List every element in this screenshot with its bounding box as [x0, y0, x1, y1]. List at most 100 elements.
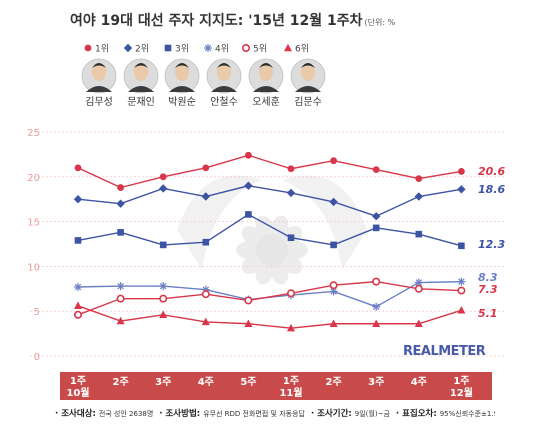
candidate-portrait: 문재인 — [123, 58, 159, 108]
data-point — [457, 277, 466, 286]
data-point — [201, 192, 210, 201]
data-point — [457, 286, 466, 295]
portrait-face — [301, 63, 315, 81]
x-tick: 3주 — [368, 376, 384, 388]
portrait-suit — [253, 86, 279, 92]
x-tick-month: 12월 — [450, 387, 473, 399]
data-point — [372, 212, 381, 221]
candidate-portrait: 안철수 — [206, 58, 242, 108]
data-point — [201, 290, 210, 299]
grid-lines — [30, 131, 505, 357]
data-point — [414, 319, 423, 327]
end-value-label: 18.6 — [478, 183, 505, 196]
legend-item: 2위 — [123, 43, 149, 55]
data-point — [116, 282, 125, 291]
series-path — [77, 280, 462, 308]
x-tick-label: 1주 — [70, 375, 86, 387]
footer-value: 9일(월)~금 — [354, 410, 390, 418]
candidate-name: 안철수 — [210, 96, 238, 108]
chart-title: 여야 19대 대선 주자 지지도: '15년 12월 1주차 (단위: % — [70, 10, 395, 30]
candidate-portrait: 오세훈 — [248, 58, 284, 108]
data-point — [415, 230, 423, 238]
legend-item: 1위 — [84, 44, 109, 55]
data-point — [123, 43, 133, 53]
data-point — [330, 241, 337, 249]
data-point — [84, 44, 92, 52]
footer-item: · 조사방법: 유무선 RDD 전화면접 및 자동응답 — [159, 407, 305, 419]
footer-key: · 표집오차: — [395, 409, 440, 419]
data-point — [458, 168, 465, 175]
portrait-suit — [86, 86, 112, 92]
candidate-portrait: 김문수 — [290, 58, 326, 108]
candidate-name: 박원순 — [168, 96, 196, 108]
candidate-name: 오세훈 — [252, 95, 280, 108]
series-path — [77, 213, 462, 247]
footer-value: 95%신뢰수준±1.9% — [439, 410, 495, 418]
data-point — [159, 184, 168, 193]
x-tick-label: 4주 — [198, 376, 214, 388]
data-point — [329, 319, 338, 327]
candidate-name: 김무성 — [85, 96, 113, 108]
candidate-name: 김문수 — [294, 96, 322, 108]
x-tick-label: 3주 — [368, 376, 384, 388]
series-line: 18.6 — [73, 181, 505, 221]
y-tick-label: 15 — [27, 218, 40, 229]
series-line: 20.6 — [74, 151, 505, 191]
data-point — [117, 229, 124, 236]
data-point — [457, 306, 466, 314]
data-point — [117, 184, 124, 191]
legend-item: 4위 — [204, 44, 229, 55]
series-layer: 20.6 18.6 12.3 8.37.3 5.1 — [73, 151, 505, 332]
legend-item: 5위 — [242, 44, 267, 55]
legend-label: 2위 — [135, 44, 149, 55]
footer-key: · 조사기간: — [310, 409, 355, 419]
data-point — [159, 241, 167, 249]
y-tick-label: 0 — [34, 352, 40, 363]
data-point — [159, 173, 167, 181]
data-point — [329, 197, 338, 207]
x-tick-label: 4주 — [411, 376, 427, 388]
series-path — [77, 305, 462, 329]
data-point — [74, 283, 82, 292]
portrait-face — [92, 63, 106, 81]
data-point — [457, 185, 466, 194]
x-tick-label: 1주 — [283, 375, 299, 387]
watermark-center — [256, 234, 288, 266]
brand-logo: REALMETER — [403, 344, 486, 359]
end-value-label: 8.3 — [478, 271, 498, 284]
data-point — [414, 192, 423, 201]
data-point — [330, 157, 337, 165]
data-point — [245, 211, 252, 218]
data-point — [415, 175, 423, 182]
y-tick-label: 5 — [34, 307, 40, 318]
data-point — [287, 165, 295, 173]
series-line: 12.3 — [74, 211, 505, 251]
portrait-face — [259, 63, 273, 81]
series-line: 5.1 — [74, 301, 498, 332]
legend-item: 6위 — [284, 44, 309, 55]
portrait-hair — [301, 63, 315, 68]
footer-item: · 표집오차: 95%신뢰수준±1.9% — [396, 407, 495, 419]
data-point — [284, 43, 292, 52]
legend: 1위 2위 3위 4위 5위 6위 — [84, 43, 309, 55]
data-point — [372, 277, 381, 286]
x-tick: 4주 — [411, 376, 427, 388]
data-point — [74, 310, 83, 319]
x-tick-label: 2주 — [326, 376, 342, 388]
data-point — [202, 238, 210, 246]
portrait-hair — [92, 63, 106, 68]
x-tick: 2주 — [326, 376, 342, 388]
end-value-label: 20.6 — [478, 165, 505, 178]
legend-label: 4위 — [215, 44, 229, 55]
data-point — [74, 164, 82, 172]
legend-label: 6위 — [295, 44, 309, 55]
legend-item: 3위 — [164, 44, 189, 55]
data-point — [204, 44, 212, 52]
data-point — [372, 166, 380, 174]
x-tick-month: 10월 — [66, 387, 89, 399]
data-point — [244, 319, 253, 327]
portrait-hair — [217, 63, 231, 68]
